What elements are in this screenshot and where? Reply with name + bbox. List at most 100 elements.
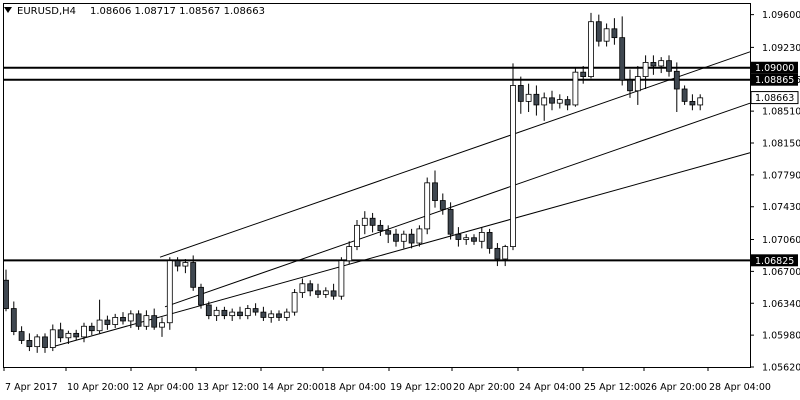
candle <box>330 283 337 300</box>
candle <box>408 228 415 249</box>
candle <box>338 257 345 300</box>
candle-body-bull <box>229 311 236 317</box>
y-tick-label: 1.09230 <box>762 43 800 54</box>
candle <box>166 257 173 330</box>
candle <box>377 220 384 236</box>
candle <box>385 225 392 244</box>
candle-body-bull <box>556 99 563 104</box>
candle-body-bear <box>42 336 48 348</box>
candle <box>658 57 665 74</box>
candle-body-bear <box>221 309 228 317</box>
candle-body-bear <box>315 290 321 295</box>
candle-body-bear <box>369 217 376 226</box>
y-tick-label: 1.08510 <box>762 107 800 118</box>
candle-body-bear <box>689 100 696 106</box>
candle <box>424 177 431 235</box>
candle <box>455 227 462 247</box>
y-tick-label: 1.06340 <box>762 299 800 310</box>
candle-body-bear <box>377 224 384 232</box>
candle <box>221 306 228 320</box>
candle <box>307 280 314 297</box>
candle-body-bear <box>627 79 633 92</box>
y-tick-label: 1.05980 <box>762 331 800 342</box>
candle-body-bear <box>611 28 618 39</box>
candle-body-bear <box>190 262 197 288</box>
candle-body-bull <box>127 313 134 322</box>
candle-body-bull <box>268 313 275 318</box>
y-tick-label: 1.05620 <box>762 363 800 374</box>
candle-body-bull <box>697 97 704 106</box>
candle-body-bull <box>291 292 298 313</box>
x-tick-label: 19 Apr 12:00 <box>390 382 452 393</box>
candle <box>159 317 165 337</box>
candle <box>174 257 181 272</box>
candle <box>73 329 80 341</box>
candle <box>112 313 119 329</box>
candle-body-bear <box>151 315 158 328</box>
candle <box>151 308 158 330</box>
y-tick-label: 1.07790 <box>762 170 800 181</box>
candle <box>494 243 501 267</box>
candle <box>681 85 688 105</box>
candle-body-bull <box>478 232 485 242</box>
level-tag-label: 1.08865 <box>755 75 794 86</box>
candle <box>369 212 376 233</box>
candle <box>49 324 56 352</box>
candle-body-bear <box>104 319 111 325</box>
candle-body-bear <box>237 311 243 317</box>
y-tick-label: 1.07430 <box>762 202 800 213</box>
candle <box>650 55 657 75</box>
candle <box>10 301 17 336</box>
candle <box>322 287 329 298</box>
x-tick-label: 28 Apr 04:00 <box>709 382 771 393</box>
level-tag-box <box>751 254 798 267</box>
level-tag-label: 1.09000 <box>755 63 794 74</box>
candle-body-bear <box>619 37 626 81</box>
horizontal-levels <box>4 66 750 262</box>
candle <box>580 65 587 84</box>
candle-body-bull <box>572 71 579 106</box>
channel-line <box>49 152 751 349</box>
candle <box>510 63 516 251</box>
candle <box>65 330 72 344</box>
x-tick-label: 7 Apr 2017 <box>5 382 58 393</box>
y-tick-label: 1.07060 <box>762 235 800 246</box>
candle <box>666 55 672 77</box>
candle <box>502 244 509 267</box>
channel-line <box>164 102 751 308</box>
time-axis[interactable]: 7 Apr 2017 10 Apr 20:00 12 Apr 04:00 13 Apr… <box>3 367 771 393</box>
candle-body-bull <box>159 322 165 328</box>
candle-body-bear <box>57 329 64 339</box>
candle <box>588 12 594 79</box>
candle-body-bear <box>650 62 657 67</box>
candle-body-bear <box>10 308 17 332</box>
candle-body-bull <box>658 60 665 67</box>
channel-lines <box>49 51 751 349</box>
level-tag-label: 1.06825 <box>755 256 794 267</box>
x-tick-label: 25 Apr 12:00 <box>584 382 646 393</box>
candle-body-bear <box>198 286 204 306</box>
candle <box>517 76 524 114</box>
current-price-label: 1.08663 <box>755 93 794 104</box>
candle <box>611 18 618 45</box>
candle <box>572 67 579 107</box>
collapse-triangle-icon[interactable] <box>4 7 12 13</box>
candle <box>88 322 95 336</box>
candle-body-bear <box>276 313 282 318</box>
candle-body-bear <box>205 304 212 317</box>
ohlc-readout: 1.08606 1.08717 1.08567 1.08663 <box>90 6 265 17</box>
candle-body-bear <box>666 60 672 72</box>
candle-body-bear <box>252 308 259 313</box>
candle <box>556 94 563 109</box>
candle <box>533 85 540 116</box>
candle-body-bear <box>673 70 680 90</box>
candle-body-bull <box>299 283 306 294</box>
x-tick-label: 26 Apr 20:00 <box>645 382 707 393</box>
candle-body-bull <box>283 311 290 318</box>
candle-body-bear <box>432 182 438 201</box>
candle <box>400 230 407 249</box>
candle-body-bear <box>18 331 25 341</box>
x-tick-label: 12 Apr 04:00 <box>132 382 194 393</box>
candle-body-bull <box>346 246 353 262</box>
